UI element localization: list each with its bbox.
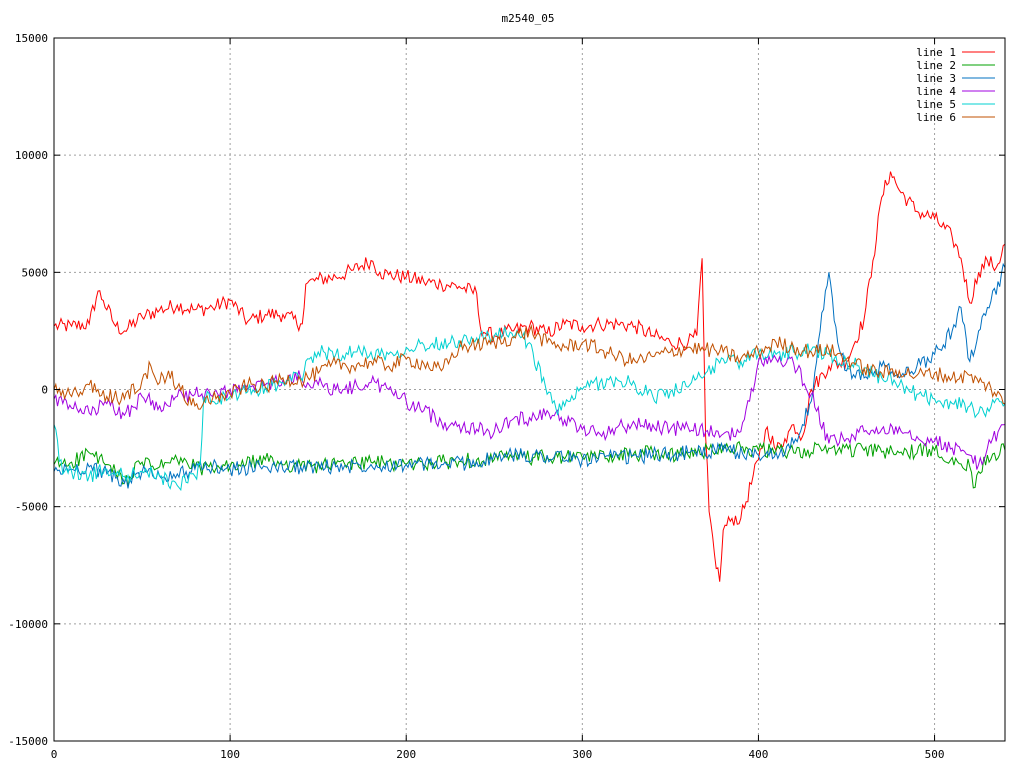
grid-layer [54,38,1005,741]
legend-label: line 6 [916,111,956,124]
legend-label: line 5 [916,98,956,111]
chart-title: m2540_05 [502,12,555,25]
legend-label: line 3 [916,72,956,85]
series-line-3 [53,262,1006,489]
y-tick-label: -10000 [8,618,48,631]
x-tick-label: 400 [749,748,769,761]
series-line-4 [53,353,1006,470]
legend-label: line 2 [916,59,956,72]
series-line-6 [53,324,1006,410]
x-tick-label: 200 [396,748,416,761]
x-tick-label: 500 [925,748,945,761]
y-tick-label: 10000 [15,149,48,162]
y-tick-label: 5000 [22,266,49,279]
series-line-5 [53,326,1006,492]
y-tick-label: -15000 [8,735,48,748]
y-tick-label: -5000 [15,501,48,514]
series-layer [53,171,1006,582]
tick-layer: -15000 -10000 -5000 0 5000 10000 15000 0 100 200 3… [8,32,1005,761]
y-tick-label: 0 [41,384,48,397]
y-tick-label: 15000 [15,32,48,45]
legend-label: line 4 [916,85,956,98]
x-tick-label: 0 [51,748,58,761]
x-tick-label: 100 [220,748,240,761]
series-line-1 [53,171,1006,582]
x-tick-label: 300 [572,748,592,761]
legend-label: line 1 [916,46,956,59]
